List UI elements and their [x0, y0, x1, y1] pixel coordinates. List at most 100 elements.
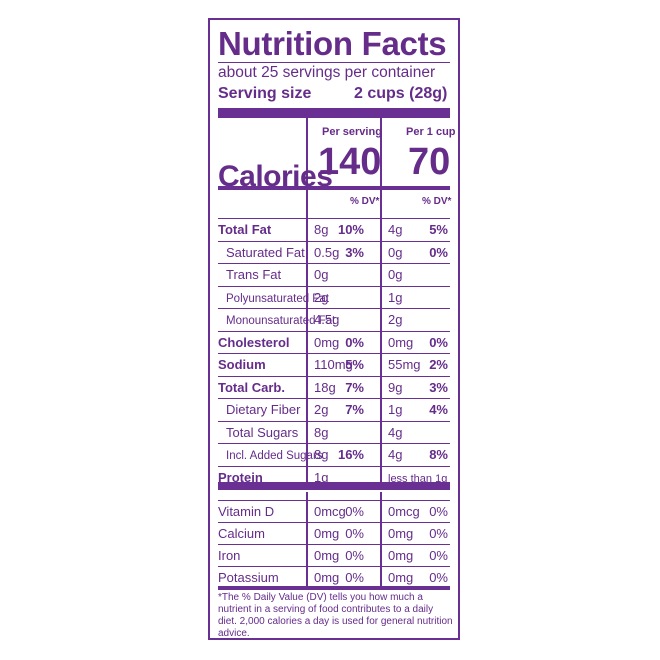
dv-per-serving: 0% [345, 548, 364, 563]
column-divider-1 [306, 118, 308, 482]
calories-divider [218, 186, 450, 190]
amount-per-serving: 0mg [314, 334, 340, 350]
nutrient-name: Potassium [218, 570, 279, 585]
column-divider-2 [380, 118, 382, 482]
amount-per-cup: 1g [388, 289, 403, 305]
nutrient-row: Total Fat 8g 10% 4g 5% [218, 218, 450, 241]
nutrition-facts-label: Nutrition Facts about 25 servings per co… [208, 18, 460, 640]
serving-size-label: Serving size [218, 85, 312, 102]
amount-per-serving: 1g [314, 469, 329, 485]
vitamin-row: Iron 0mg 0% 0mg 0% [218, 544, 450, 566]
dv-per-serving: 16% [337, 447, 364, 462]
vitamin-row: Potassium 0mg 0% 0mg 0% [218, 566, 450, 588]
thick-divider-middle [218, 482, 450, 490]
dv-per-serving: 0% [345, 570, 364, 585]
column-divider-1-vitamins [306, 492, 308, 586]
nutrient-name: Polyunsaturated Fat [226, 292, 329, 305]
amount-per-cup: 55mg [388, 357, 421, 372]
nutrient-name: Vitamin D [218, 504, 275, 519]
dv-per-cup: 0% [429, 244, 448, 260]
nutrient-row: Incl. Added Sugars 8g 16% 4g 8% [218, 443, 450, 466]
dv-header-col2: % DV* [422, 196, 452, 207]
dv-per-serving: 0% [345, 526, 364, 541]
dv-per-serving: 10% [337, 222, 364, 237]
nutrient-row: Monounsaturated Fat 4.5g 2g [218, 308, 450, 331]
amount-per-cup: 0mg [388, 526, 414, 541]
amount-per-serving: 0mg [314, 570, 340, 585]
nutrient-name: Sodium [218, 357, 266, 372]
nutrient-row: Trans Fat 0g 0g [218, 263, 450, 286]
amount-per-cup: less than 1g [388, 472, 448, 485]
dv-per-serving: 7% [345, 402, 364, 417]
dv-per-serving: 0% [345, 334, 364, 350]
amount-per-serving: 110mg [314, 357, 353, 372]
dv-per-cup: 3% [429, 379, 448, 395]
nutrient-name: Trans Fat [226, 267, 282, 282]
amount-per-serving: 2g [314, 402, 329, 417]
dv-per-serving: 3% [345, 244, 364, 260]
nutrient-name: Monounsaturated Fat [226, 315, 336, 327]
amount-per-cup: 1g [388, 402, 403, 417]
vitamin-row: Calcium 0mg 0% 0mg 0% [218, 522, 450, 544]
amount-per-serving: 0.5g [314, 244, 340, 260]
amount-per-serving: 0mg [314, 548, 340, 563]
nutrient-name: Dietary Fiber [226, 402, 301, 417]
amount-per-cup: 0mg [388, 548, 414, 563]
col1-header: Per serving [322, 126, 382, 138]
nutrient-name: Cholesterol [218, 334, 290, 350]
dv-per-cup: 0% [429, 526, 448, 541]
amount-per-serving: 18g [314, 379, 336, 395]
amount-per-cup: 4g [388, 424, 403, 440]
serving-size-amount: 2 cups (28g) [354, 85, 448, 102]
serving-size: Serving size 2 cups (28g) [218, 84, 447, 104]
col2-header: Per 1 cup [406, 126, 456, 138]
nutrient-name: Incl. Added Sugars [226, 450, 323, 462]
amount-per-cup: 4g [388, 447, 403, 462]
vitamin-row: Vitamin D 0mcg 0% 0mcg 0% [218, 500, 450, 522]
dv-per-cup: 5% [429, 222, 448, 237]
amount-per-cup: 0mg [388, 334, 414, 350]
nutrient-row: Total Sugars 8g 4g [218, 420, 450, 444]
nutrient-name: Calcium [218, 526, 265, 541]
nutrient-name: Total Fat [218, 222, 272, 237]
amount-per-serving: 4.5g [314, 312, 340, 327]
amount-per-serving: 8g [314, 222, 329, 237]
nutrient-row: Cholesterol 0mg 0% 0mg 0% [218, 330, 450, 354]
dv-per-cup: 0% [429, 504, 448, 519]
nutrient-row: Saturated Fat 0.5g 3% 0g 0% [218, 240, 450, 264]
nutrient-name: Total Sugars [226, 424, 299, 440]
amount-per-serving: 0g [314, 267, 329, 282]
thick-divider-bottom [218, 586, 450, 590]
footnote: *The % Daily Value (DV) tells you how mu… [218, 592, 453, 639]
nutrient-row: Total Carb. 18g 7% 9g 3% [218, 375, 450, 399]
amount-per-cup: 0mcg [388, 504, 420, 519]
dv-header-col1: % DV* [350, 196, 380, 207]
nutrient-row: Polyunsaturated Fat 2g 1g [218, 285, 450, 309]
amount-per-serving: 2g [314, 289, 329, 305]
dv-per-serving: 5% [345, 357, 364, 372]
dv-per-cup: 8% [429, 447, 448, 462]
dv-per-serving: 0% [345, 504, 364, 519]
dv-per-cup: 2% [429, 357, 448, 372]
dv-per-cup: 4% [429, 402, 448, 417]
nutrient-name: Saturated Fat [226, 244, 305, 260]
column-divider-2-vitamins [380, 492, 382, 586]
dv-per-cup: 0% [429, 334, 448, 350]
amount-per-cup: 4g [388, 222, 403, 237]
amount-per-cup: 2g [388, 312, 403, 327]
nutrient-name: Iron [218, 548, 241, 563]
dv-per-serving: 7% [345, 379, 364, 395]
amount-per-serving: 0mcg [314, 504, 346, 519]
title-divider [218, 62, 450, 63]
label-title: Nutrition Facts [218, 25, 447, 62]
amount-per-serving: 8g [314, 447, 329, 462]
amount-per-cup: 0mg [388, 570, 414, 585]
dv-per-cup: 0% [429, 548, 448, 563]
nutrient-row: Dietary Fiber 2g 7% 1g 4% [218, 398, 450, 421]
calories-per-serving: 140 [318, 141, 382, 183]
nutrient-name: Total Carb. [218, 379, 285, 395]
amount-per-cup: 9g [388, 379, 403, 395]
calories-per-cup: 70 [408, 141, 451, 183]
amount-per-serving: 8g [314, 424, 329, 440]
amount-per-cup: 0g [388, 267, 403, 282]
